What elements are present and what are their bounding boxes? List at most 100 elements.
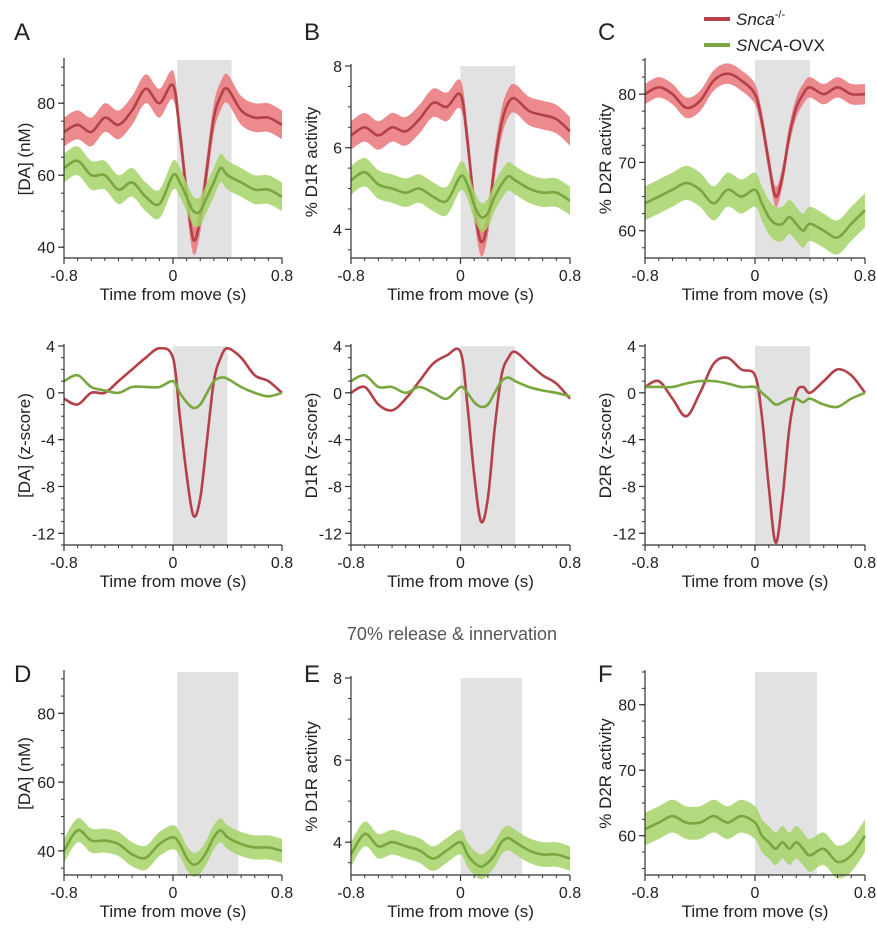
y-tick-label: -4: [328, 433, 342, 450]
y-axis-label: % D1R activity: [302, 106, 321, 217]
y-axis-label: % D2R activity: [596, 718, 615, 829]
x-tick-label: 0.8: [559, 555, 581, 572]
x-axis-label: Time from move (s): [100, 902, 247, 921]
x-tick-label: -0.8: [337, 555, 365, 572]
y-tick-label: 4: [627, 339, 636, 356]
legend-label-snca-ko: Snca-/-: [736, 9, 785, 29]
x-axis-label: Time from move (s): [100, 572, 247, 591]
x-tick-label: 0: [456, 885, 465, 902]
y-tick-label: 0: [627, 386, 636, 403]
legend-label-snca-ko-sup: -/-: [775, 9, 786, 21]
y-tick-label: 60: [618, 224, 636, 241]
x-tick-label: 0: [456, 555, 465, 572]
panel-d: 40 60 80 -0.8 0 0.8 Time from move (s) [DA] (nM…: [14, 661, 293, 921]
x-tick-label: -0.8: [50, 268, 78, 285]
x-tick-label: 0.8: [854, 268, 876, 285]
panel-letter: D: [14, 661, 31, 688]
x-tick-label: -0.8: [337, 268, 365, 285]
panel-b: 4 6 8 -0.8 0 0.8 Time from move (s) % D1R activ…: [302, 19, 581, 304]
y-tick-label: -8: [622, 479, 636, 496]
y-tick-label: 6: [333, 141, 342, 158]
y-tick-label: -8: [328, 479, 342, 496]
legend-label-snca-ko-italic: Snca: [736, 10, 775, 29]
x-tick-label: -0.8: [50, 885, 78, 902]
x-tick-label: 0.8: [854, 885, 876, 902]
y-tick-label: 60: [37, 168, 55, 185]
panel-letter: A: [14, 19, 30, 46]
y-tick-label: 60: [618, 829, 636, 846]
x-tick-label: 0.8: [559, 885, 581, 902]
panel-letter: E: [304, 661, 320, 688]
y-tick-label: 0: [46, 386, 55, 403]
y-axis-label: [DA] (nM): [15, 123, 34, 196]
panel-letter: B: [304, 19, 320, 46]
y-tick-label: 4: [333, 835, 342, 852]
panel-b2: -12-8-404-0.8 0 0.8Time from move (s)D1R (…: [302, 339, 581, 591]
panel-letter: C: [598, 19, 615, 46]
panel-letter: F: [598, 661, 613, 688]
panels-layer: 406080-0.8 0 0.8Time from move (s)[DA] (nM…: [14, 19, 876, 921]
movement-window-a2: [173, 346, 228, 545]
y-tick-label: 80: [37, 706, 55, 723]
y-tick-label: 40: [37, 844, 55, 861]
legend-label-snca-ovx-rest: -OVX: [783, 36, 825, 55]
y-tick-label: 40: [37, 240, 55, 257]
x-tick-label: 0: [169, 555, 178, 572]
x-tick-label: 0: [169, 268, 178, 285]
y-tick-label: 70: [618, 763, 636, 780]
panel-c2: -12 -8 -4 0 4 -0.8 0 0.8 Time from move (s) D2R (…: [596, 339, 876, 591]
y-axis-label: % D2R activity: [596, 103, 615, 214]
y-tick-label: 80: [37, 96, 55, 113]
x-axis-label: Time from move (s): [682, 572, 829, 591]
y-tick-label: -4: [41, 433, 55, 450]
y-tick-label: 80: [618, 87, 636, 104]
x-tick-label: -0.8: [50, 555, 78, 572]
y-tick-label: 8: [333, 59, 342, 76]
y-axis-label: [DA] (z-score): [15, 393, 34, 498]
panel-a2: -12 -8 -4 0 4 -0.8 0 0.8 Time from move (s) [DA] …: [15, 339, 293, 591]
y-tick-label: -12: [32, 526, 55, 543]
legend-label-snca-ovx: SNCA-OVX: [736, 36, 825, 55]
x-axis-label: Time from move (s): [100, 285, 247, 304]
x-tick-label: 0.8: [854, 555, 876, 572]
x-tick-label: -0.8: [631, 885, 659, 902]
y-axis-label: D2R (z-score): [596, 393, 615, 499]
x-axis-label: Time from move (s): [387, 285, 534, 304]
panel-a: 40 60 80 -0.8 0 0.8 Time from move (s) [DA] (nM…: [14, 19, 293, 304]
x-axis-label: Time from move (s): [387, 572, 534, 591]
y-tick-label: 0: [333, 386, 342, 403]
x-tick-label: 0: [751, 268, 760, 285]
y-axis-label: % D1R activity: [302, 721, 321, 832]
y-tick-label: 8: [333, 671, 342, 688]
panel-f: 60 70 80 -0.8 0 0.8 Time from move (s) % D2R ac…: [596, 661, 876, 921]
y-tick-label: -12: [319, 526, 342, 543]
x-axis-label: Time from move (s): [682, 285, 829, 304]
y-tick-label: -4: [622, 433, 636, 450]
y-tick-label: -12: [613, 526, 636, 543]
x-tick-label: 0: [751, 555, 760, 572]
x-tick-label: -0.8: [631, 268, 659, 285]
legend: Snca-/- SNCA-OVX: [704, 9, 825, 55]
y-tick-label: 6: [333, 753, 342, 770]
y-tick-label: -8: [41, 479, 55, 496]
x-axis-label: Time from move (s): [387, 902, 534, 921]
x-tick-label: 0.8: [271, 555, 293, 572]
x-tick-label: 0: [169, 885, 178, 902]
panel-c: 60 70 80 -0.8 0 0.8 Time from move (s) % D2R ac…: [596, 19, 876, 304]
y-tick-label: 4: [46, 339, 55, 356]
x-tick-label: 0.8: [271, 268, 293, 285]
y-axis-label: [DA] (nM): [15, 737, 34, 810]
y-tick-label: 4: [333, 222, 342, 239]
x-tick-label: 0.8: [271, 885, 293, 902]
y-tick-label: 80: [618, 698, 636, 715]
panel-e: 4 6 8 -0.8 0 0.8 Time from move (s) % D1R activ…: [302, 661, 581, 921]
section-label: 70% release & innervation: [347, 624, 557, 644]
y-axis-label: D1R (z-score): [302, 393, 321, 499]
x-tick-label: 0.8: [559, 268, 581, 285]
x-axis-label: Time from move (s): [682, 902, 829, 921]
x-tick-label: 0: [456, 268, 465, 285]
x-tick-label: -0.8: [337, 885, 365, 902]
legend-label-snca-ovx-italic: SNCA: [736, 36, 783, 55]
movement-window-c2: [755, 346, 810, 545]
